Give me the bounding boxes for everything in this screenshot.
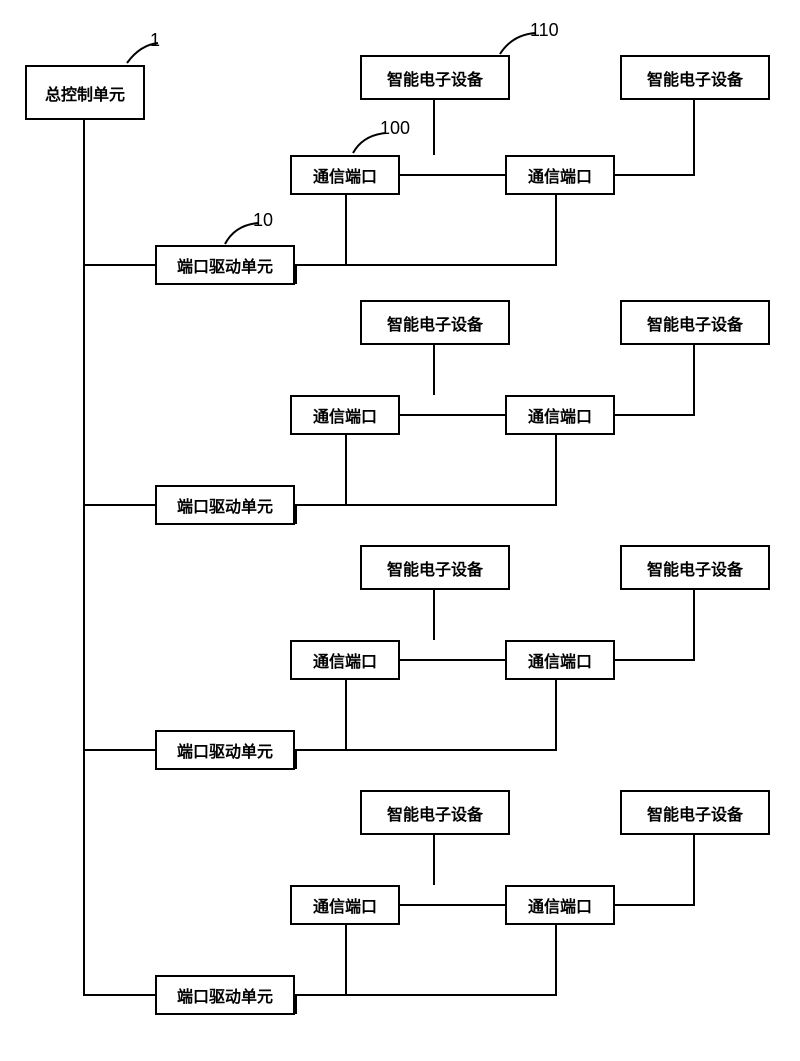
ref-lead: [0, 0, 800, 1061]
